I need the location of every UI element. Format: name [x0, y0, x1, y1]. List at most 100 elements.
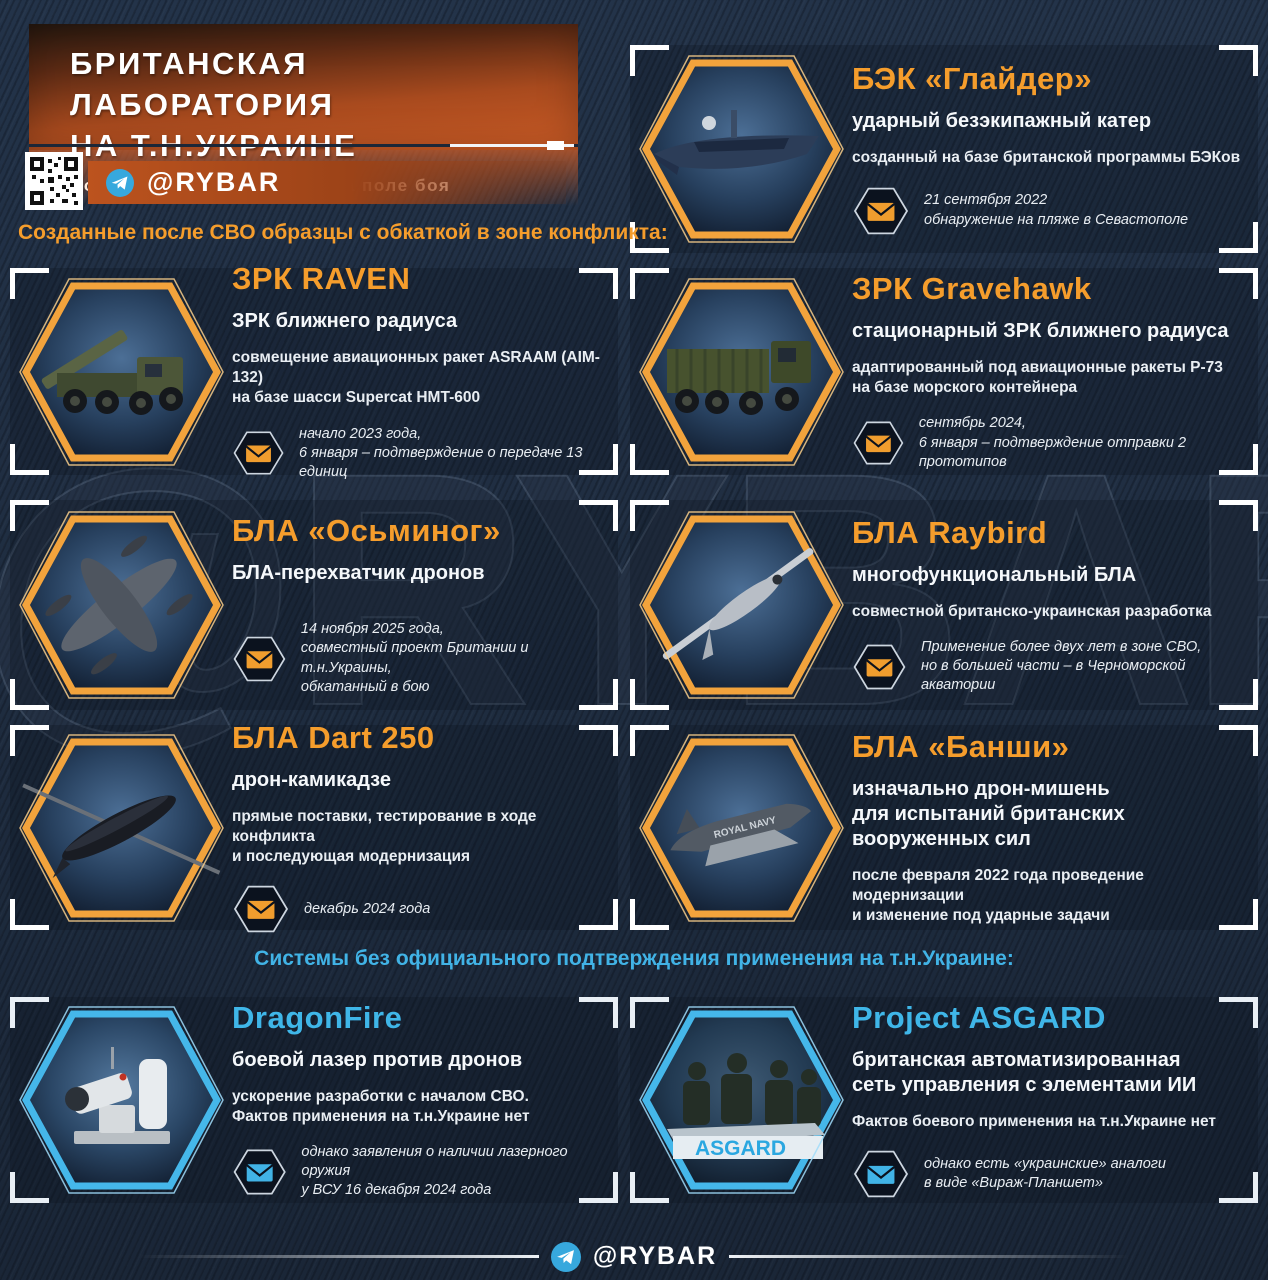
soldiers-table-illustration: ASGARD — [638, 1006, 844, 1194]
card-subtitle: дрон-камикадзе — [232, 768, 391, 791]
card-asgard: ASGARD Project ASGARD британская автомат… — [630, 997, 1258, 1203]
card-title: БЛА «Банши» — [852, 728, 1070, 764]
container-truck-illustration — [638, 277, 844, 466]
footer-line-right — [729, 1255, 1130, 1258]
envelope-icon — [233, 885, 289, 933]
raven-photo-hexagon — [10, 277, 232, 467]
envelope-icon — [853, 421, 904, 465]
glider-photo-hexagon — [630, 54, 852, 244]
card-title: БЛА Dart 250 — [232, 719, 435, 755]
corner-bracket — [579, 679, 618, 710]
card-subtitle: ЗРК ближнего радиуса — [232, 310, 458, 333]
card-description: адаптированный под авиационные ракеты Р-… — [852, 359, 1223, 397]
corner-bracket — [10, 899, 49, 930]
gravehawk-photo-hexagon — [630, 277, 852, 467]
card-note-text: сентябрь 2024, 6 января – подтверждение … — [918, 415, 1187, 470]
corner-bracket — [630, 899, 669, 930]
corner-bracket — [630, 444, 669, 475]
corner-bracket — [579, 444, 618, 475]
corner-bracket — [1219, 222, 1258, 253]
corner-bracket — [579, 899, 618, 930]
header-progress-handle — [547, 141, 564, 150]
envelope-icon — [853, 644, 906, 689]
card-note: декабрь 2024 года — [232, 883, 606, 935]
page-title: БРИТАНСКАЯ ЛАБОРАТОРИЯ НА Т.Н.УКРАИНЕ — [70, 44, 578, 167]
card-note-text: декабрь 2024 года — [304, 900, 431, 917]
corner-bracket — [1219, 45, 1258, 76]
card-note-text: 14 ноября 2025 года, совместный проект Б… — [300, 621, 529, 695]
card-raybird: БЛА Raybird многофункциональный БЛА совм… — [630, 500, 1258, 710]
card-description: Фактов боевого применения на т.н.Украине… — [852, 1112, 1217, 1130]
card-title: БЛА Raybird — [852, 514, 1048, 550]
corner-bracket — [1219, 725, 1258, 756]
corner-bracket — [10, 725, 49, 756]
qr-code-pattern — [28, 155, 80, 207]
kamikaze-drone-illustration — [18, 733, 224, 922]
header-progress-line — [450, 144, 574, 147]
corner-bracket — [10, 679, 49, 710]
card-glider: БЭК «Глайдер» ударный безэкипажный катер… — [630, 45, 1258, 253]
card-raven: ЗРК RAVEN ЗРК ближнего радиуса совмещени… — [10, 261, 618, 480]
card-description: совместной британско-украинская разработ… — [852, 602, 1212, 620]
raybird-photo-hexagon — [630, 510, 852, 700]
envelope-icon — [233, 1149, 286, 1195]
corner-bracket — [630, 500, 669, 531]
card-subtitle: стационарный ЗРК ближнего радиуса — [852, 320, 1229, 343]
corner-bracket — [10, 997, 49, 1028]
footer-line-left — [138, 1255, 539, 1258]
card-note-text: начало 2023 года, 6 января – подтвержден… — [299, 425, 583, 480]
header-underline — [29, 144, 578, 147]
card-note: однако есть «украинские» аналоги в виде … — [852, 1148, 1246, 1200]
card-note-text: однако заявления о наличии лазерного ору… — [301, 1143, 568, 1199]
corner-bracket — [1219, 1172, 1258, 1203]
envelope-icon — [233, 431, 284, 475]
corner-bracket — [10, 1172, 49, 1203]
asgard-table-label: ASGARD — [695, 1137, 786, 1160]
card-note: начало 2023 года, 6 января – подтвержден… — [232, 425, 606, 482]
corner-bracket — [630, 268, 669, 299]
envelope-icon — [853, 1150, 909, 1198]
card-subtitle: ударный безэкипажный катер — [852, 110, 1152, 133]
footer-rybar-handle: @RYBAR — [592, 1242, 718, 1270]
corner-bracket — [1219, 500, 1258, 531]
rybar-channel-banner: @RYBAR — [88, 161, 566, 204]
card-title: Project ASGARD — [852, 999, 1106, 1035]
card-subtitle: боевой лазер против дронов — [232, 1048, 523, 1071]
card-note: 14 ноября 2025 года, совместный проект Б… — [232, 620, 606, 697]
corner-bracket — [630, 725, 669, 756]
corner-bracket — [579, 1172, 618, 1203]
corner-bracket — [1219, 997, 1258, 1028]
asgard-photo-hexagon: ASGARD — [630, 1005, 852, 1195]
corner-bracket — [579, 725, 618, 756]
telegram-icon — [550, 1241, 581, 1272]
card-subtitle: многофункциональный БЛА — [852, 563, 1137, 586]
page-title-line1: БРИТАНСКАЯ ЛАБОРАТОРИЯ — [70, 46, 335, 122]
corner-bracket — [579, 997, 618, 1028]
laser-turret-illustration — [18, 1006, 224, 1194]
qr-code — [25, 152, 83, 210]
banshee-photo-hexagon: ROYAL NAVY — [630, 733, 852, 923]
corner-bracket — [1219, 679, 1258, 710]
card-description: созданный на базе британской программы Б… — [852, 149, 1241, 167]
footer-banner: @RYBAR — [0, 1233, 1268, 1280]
card-dragonfire: DragonFire боевой лазер против дронов ус… — [10, 997, 618, 1203]
card-banshee: ROYAL NAVY БЛА «Банши» изначально дрон-м… — [630, 725, 1258, 930]
corner-bracket — [1219, 268, 1258, 299]
telegram-icon — [106, 168, 134, 197]
card-osminog: БЛА «Осьминог» БЛА-перехватчик дронов 14… — [10, 500, 618, 710]
usv-boat-illustration — [638, 55, 844, 243]
dart-photo-hexagon — [10, 733, 232, 923]
card-note: однако заявления о наличии лазерного ору… — [232, 1143, 606, 1200]
card-title: ЗРК RAVEN — [232, 261, 411, 297]
envelope-icon — [853, 187, 909, 234]
card-description: совмещение авиационных ракет ASRAAM (AIM… — [232, 349, 600, 407]
section-label-unconfirmed: Системы без официального подтверждения п… — [254, 947, 1014, 970]
corner-bracket — [579, 268, 618, 299]
target-drone-illustration: ROYAL NAVY — [638, 733, 844, 922]
interceptor-drone-illustration — [18, 511, 224, 699]
card-note: 21 сентября 2022 обнаружение на пляже в … — [852, 185, 1246, 237]
corner-bracket — [10, 444, 49, 475]
card-note: сентябрь 2024, 6 января – подтверждение … — [852, 414, 1246, 471]
card-dart250: БЛА Dart 250 дрон-камикадзе прямые поста… — [10, 720, 618, 933]
card-description: прямые поставки, тестирование в ходе кон… — [232, 807, 537, 866]
